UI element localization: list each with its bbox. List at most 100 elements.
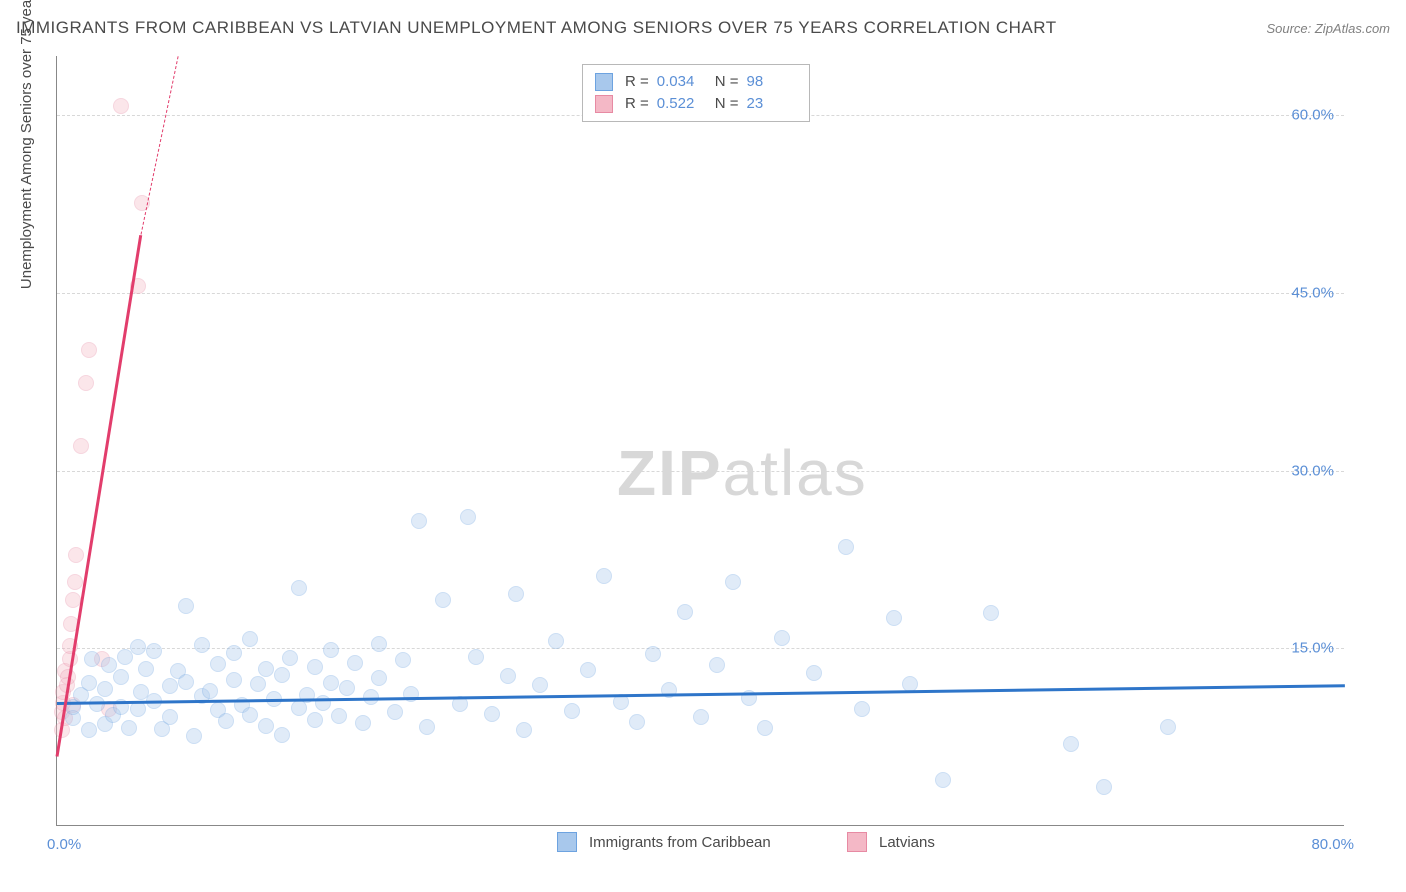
y-axis-title: Unemployment Among Seniors over 75 years xyxy=(18,0,35,289)
data-point xyxy=(291,580,307,596)
data-point xyxy=(371,670,387,686)
data-point xyxy=(331,708,347,724)
y-tick-label: 15.0% xyxy=(1291,640,1334,657)
y-tick-label: 30.0% xyxy=(1291,462,1334,479)
data-point xyxy=(307,659,323,675)
data-point xyxy=(460,509,476,525)
data-point xyxy=(886,610,902,626)
data-point xyxy=(113,98,129,114)
y-tick-label: 45.0% xyxy=(1291,284,1334,301)
data-point xyxy=(411,513,427,529)
data-point xyxy=(162,678,178,694)
trend-line xyxy=(140,56,178,234)
data-point xyxy=(435,592,451,608)
data-point xyxy=(73,438,89,454)
data-point xyxy=(838,539,854,555)
data-point xyxy=(983,605,999,621)
watermark: ZIPatlas xyxy=(617,436,868,510)
scatter-plot: ZIPatlas 15.0%30.0%45.0%60.0%0.0%80.0%R … xyxy=(56,56,1344,826)
r-value: 0.034 xyxy=(657,71,707,93)
watermark-thin: atlas xyxy=(723,437,868,509)
data-point xyxy=(67,574,83,590)
legend-swatch xyxy=(595,95,613,113)
data-point xyxy=(186,728,202,744)
source-label: Source: ZipAtlas.com xyxy=(1266,21,1390,36)
data-point xyxy=(516,722,532,738)
data-point xyxy=(202,683,218,699)
data-point xyxy=(757,720,773,736)
data-point xyxy=(854,701,870,717)
data-point xyxy=(468,649,484,665)
x-tick-max: 80.0% xyxy=(1311,836,1354,853)
data-point xyxy=(419,719,435,735)
legend-label: Immigrants from Caribbean xyxy=(589,834,771,851)
legend-row: R = 0.034 N = 98 xyxy=(595,71,797,93)
r-label: R = xyxy=(625,93,649,115)
data-point xyxy=(395,652,411,668)
data-point xyxy=(500,668,516,684)
x-tick-min: 0.0% xyxy=(47,836,81,853)
n-value: 98 xyxy=(747,71,797,93)
data-point xyxy=(194,637,210,653)
data-point xyxy=(323,675,339,691)
data-point xyxy=(355,715,371,731)
data-point xyxy=(371,636,387,652)
data-point xyxy=(484,706,500,722)
n-label: N = xyxy=(715,93,739,115)
data-point xyxy=(130,639,146,655)
data-point xyxy=(725,574,741,590)
data-point xyxy=(162,709,178,725)
data-point xyxy=(258,718,274,734)
r-value: 0.522 xyxy=(657,93,707,115)
data-point xyxy=(146,643,162,659)
data-point xyxy=(121,720,137,736)
watermark-bold: ZIP xyxy=(617,437,723,509)
data-point xyxy=(210,656,226,672)
data-point xyxy=(282,650,298,666)
y-tick-label: 60.0% xyxy=(1291,107,1334,124)
data-point xyxy=(323,642,339,658)
data-point xyxy=(81,342,97,358)
data-point xyxy=(1063,736,1079,752)
data-point xyxy=(218,713,234,729)
data-point xyxy=(387,704,403,720)
data-point xyxy=(806,665,822,681)
data-point xyxy=(645,646,661,662)
data-point xyxy=(68,547,84,563)
gridline xyxy=(57,648,1344,649)
data-point xyxy=(226,645,242,661)
data-point xyxy=(250,676,266,692)
correlation-legend: R = 0.034 N = 98 R = 0.522 N = 23 xyxy=(582,64,810,122)
data-point xyxy=(347,655,363,671)
data-point xyxy=(101,657,117,673)
gridline xyxy=(57,471,1344,472)
data-point xyxy=(274,727,290,743)
legend-swatch xyxy=(847,832,867,852)
data-point xyxy=(629,714,645,730)
data-point xyxy=(1096,779,1112,795)
data-point xyxy=(935,772,951,788)
data-point xyxy=(242,631,258,647)
data-point xyxy=(564,703,580,719)
data-point xyxy=(580,662,596,678)
data-point xyxy=(242,707,258,723)
gridline xyxy=(57,293,1344,294)
data-point xyxy=(138,661,154,677)
legend-swatch xyxy=(595,73,613,91)
data-point xyxy=(339,680,355,696)
data-point xyxy=(178,598,194,614)
data-point xyxy=(709,657,725,673)
n-value: 23 xyxy=(747,93,797,115)
legend-label: Latvians xyxy=(879,834,935,851)
data-point xyxy=(274,667,290,683)
data-point xyxy=(532,677,548,693)
data-point xyxy=(97,681,113,697)
data-point xyxy=(307,712,323,728)
n-label: N = xyxy=(715,71,739,93)
data-point xyxy=(774,630,790,646)
chart-title: IMMIGRANTS FROM CARIBBEAN VS LATVIAN UNE… xyxy=(16,18,1057,38)
r-label: R = xyxy=(625,71,649,93)
legend-swatch xyxy=(557,832,577,852)
legend-row: R = 0.522 N = 23 xyxy=(595,93,797,115)
data-point xyxy=(258,661,274,677)
